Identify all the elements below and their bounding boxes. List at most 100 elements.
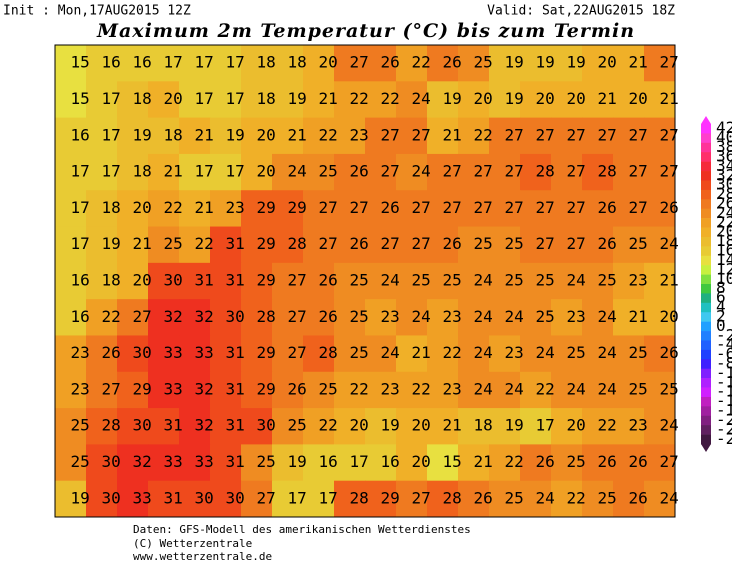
temperature-value: 21	[164, 162, 183, 181]
temperature-cell	[582, 408, 614, 445]
temperature-cell	[210, 190, 242, 228]
temperature-cell	[179, 480, 211, 518]
temperature-value: 27	[350, 53, 369, 72]
temperature-cell	[613, 153, 645, 191]
temperature-value: 15	[71, 89, 90, 108]
temperature-value: 22	[412, 53, 431, 72]
colorbar-swatch	[701, 189, 711, 200]
colorbar-swatch	[701, 124, 711, 134]
temperature-cell	[644, 262, 676, 300]
temperature-value: 31	[164, 416, 183, 435]
temperature-cell	[148, 45, 180, 82]
temperature-cell	[210, 335, 242, 373]
colorbar-label: 24	[716, 203, 732, 222]
temperature-cell	[86, 226, 118, 264]
temperature-value: 27	[567, 198, 586, 217]
temperature-cell	[582, 117, 614, 155]
temperature-value: 23	[629, 271, 648, 290]
temperature-cell	[520, 226, 552, 264]
temperature-cell	[613, 190, 645, 228]
temperature-value: 30	[195, 488, 214, 507]
footer-line: (C) Wetterzentrale	[133, 537, 252, 550]
temperature-cell	[365, 335, 397, 373]
colorbar-swatch	[701, 171, 711, 181]
colorbar-label: 12	[716, 259, 732, 278]
temperature-value: 25	[350, 307, 369, 326]
temperature-value: 25	[660, 379, 679, 398]
temperature-cell	[303, 444, 335, 482]
temperature-value: 21	[629, 307, 648, 326]
temperature-value: 25	[505, 271, 524, 290]
temperature-value: 31	[164, 488, 183, 507]
temperature-value: 33	[164, 343, 183, 362]
temperature-value: 28	[536, 162, 555, 181]
colorbar-label: 30	[716, 175, 732, 194]
colorbar-swatch	[701, 255, 711, 266]
colorbar-swatch	[701, 246, 711, 257]
temperature-cell	[55, 444, 87, 482]
temperature-cell	[582, 262, 614, 300]
temperature-value: 24	[288, 162, 307, 181]
temperature-value: 24	[412, 89, 431, 108]
temperature-cell	[55, 371, 87, 409]
temperature-cell	[117, 444, 149, 482]
temperature-value: 27	[629, 125, 648, 144]
temperature-value: 28	[102, 416, 121, 435]
temperature-cell	[86, 45, 118, 82]
temperature-cell	[179, 262, 211, 300]
temperature-value: 24	[474, 307, 493, 326]
temperature-cell	[55, 226, 87, 264]
colorbar-label: 26	[716, 194, 732, 213]
temperature-cell	[272, 408, 304, 445]
temperature-value: 16	[71, 307, 90, 326]
temperature-value: 20	[536, 89, 555, 108]
temperature-cell	[334, 371, 366, 409]
temperature-value: 25	[567, 452, 586, 471]
temperature-value: 18	[257, 53, 276, 72]
temperature-value: 33	[164, 452, 183, 471]
temperature-value: 26	[598, 452, 617, 471]
temperature-cell	[179, 335, 211, 373]
temperature-value: 27	[536, 125, 555, 144]
temperature-cell	[210, 299, 242, 336]
temperature-value: 27	[567, 234, 586, 253]
temperature-value: 24	[505, 379, 524, 398]
temperature-value: 16	[381, 452, 400, 471]
temperature-value: 17	[288, 488, 307, 507]
temperature-cell	[272, 371, 304, 409]
temperature-cell	[334, 444, 366, 482]
temperature-cell	[303, 117, 335, 155]
temperature-cell	[148, 371, 180, 409]
temperature-value: 19	[443, 89, 462, 108]
temperature-value: 32	[133, 452, 152, 471]
temperature-value: 18	[133, 162, 152, 181]
temperature-cell	[644, 371, 676, 409]
colorbar-swatch	[701, 152, 711, 162]
temperature-cell	[303, 408, 335, 445]
temperature-cell	[303, 299, 335, 336]
temperature-cell	[551, 190, 583, 228]
temperature-cell	[86, 371, 118, 409]
colorbar-swatch	[701, 208, 711, 219]
temperature-value: 27	[598, 125, 617, 144]
temperature-cell	[520, 190, 552, 228]
temperature-cell	[644, 81, 676, 119]
temperature-value: 20	[257, 125, 276, 144]
colorbar-label: -18	[716, 401, 732, 420]
temperature-cell	[365, 444, 397, 482]
temperature-cell	[520, 480, 552, 518]
colorbar-swatch	[701, 236, 711, 247]
temperature-value: 23	[443, 307, 462, 326]
temperature-value: 30	[164, 271, 183, 290]
temperature-cell	[117, 226, 149, 264]
temperature-cell	[458, 335, 490, 373]
temperature-cell	[303, 226, 335, 264]
temperature-cell	[179, 190, 211, 228]
temperature-value: 27	[505, 162, 524, 181]
temperature-value: 22	[505, 452, 524, 471]
temperature-cell	[241, 408, 273, 445]
temperature-cell	[303, 81, 335, 119]
colorbar: 424038363432302826242220181614121086420-…	[701, 116, 732, 452]
temperature-value: 19	[288, 89, 307, 108]
